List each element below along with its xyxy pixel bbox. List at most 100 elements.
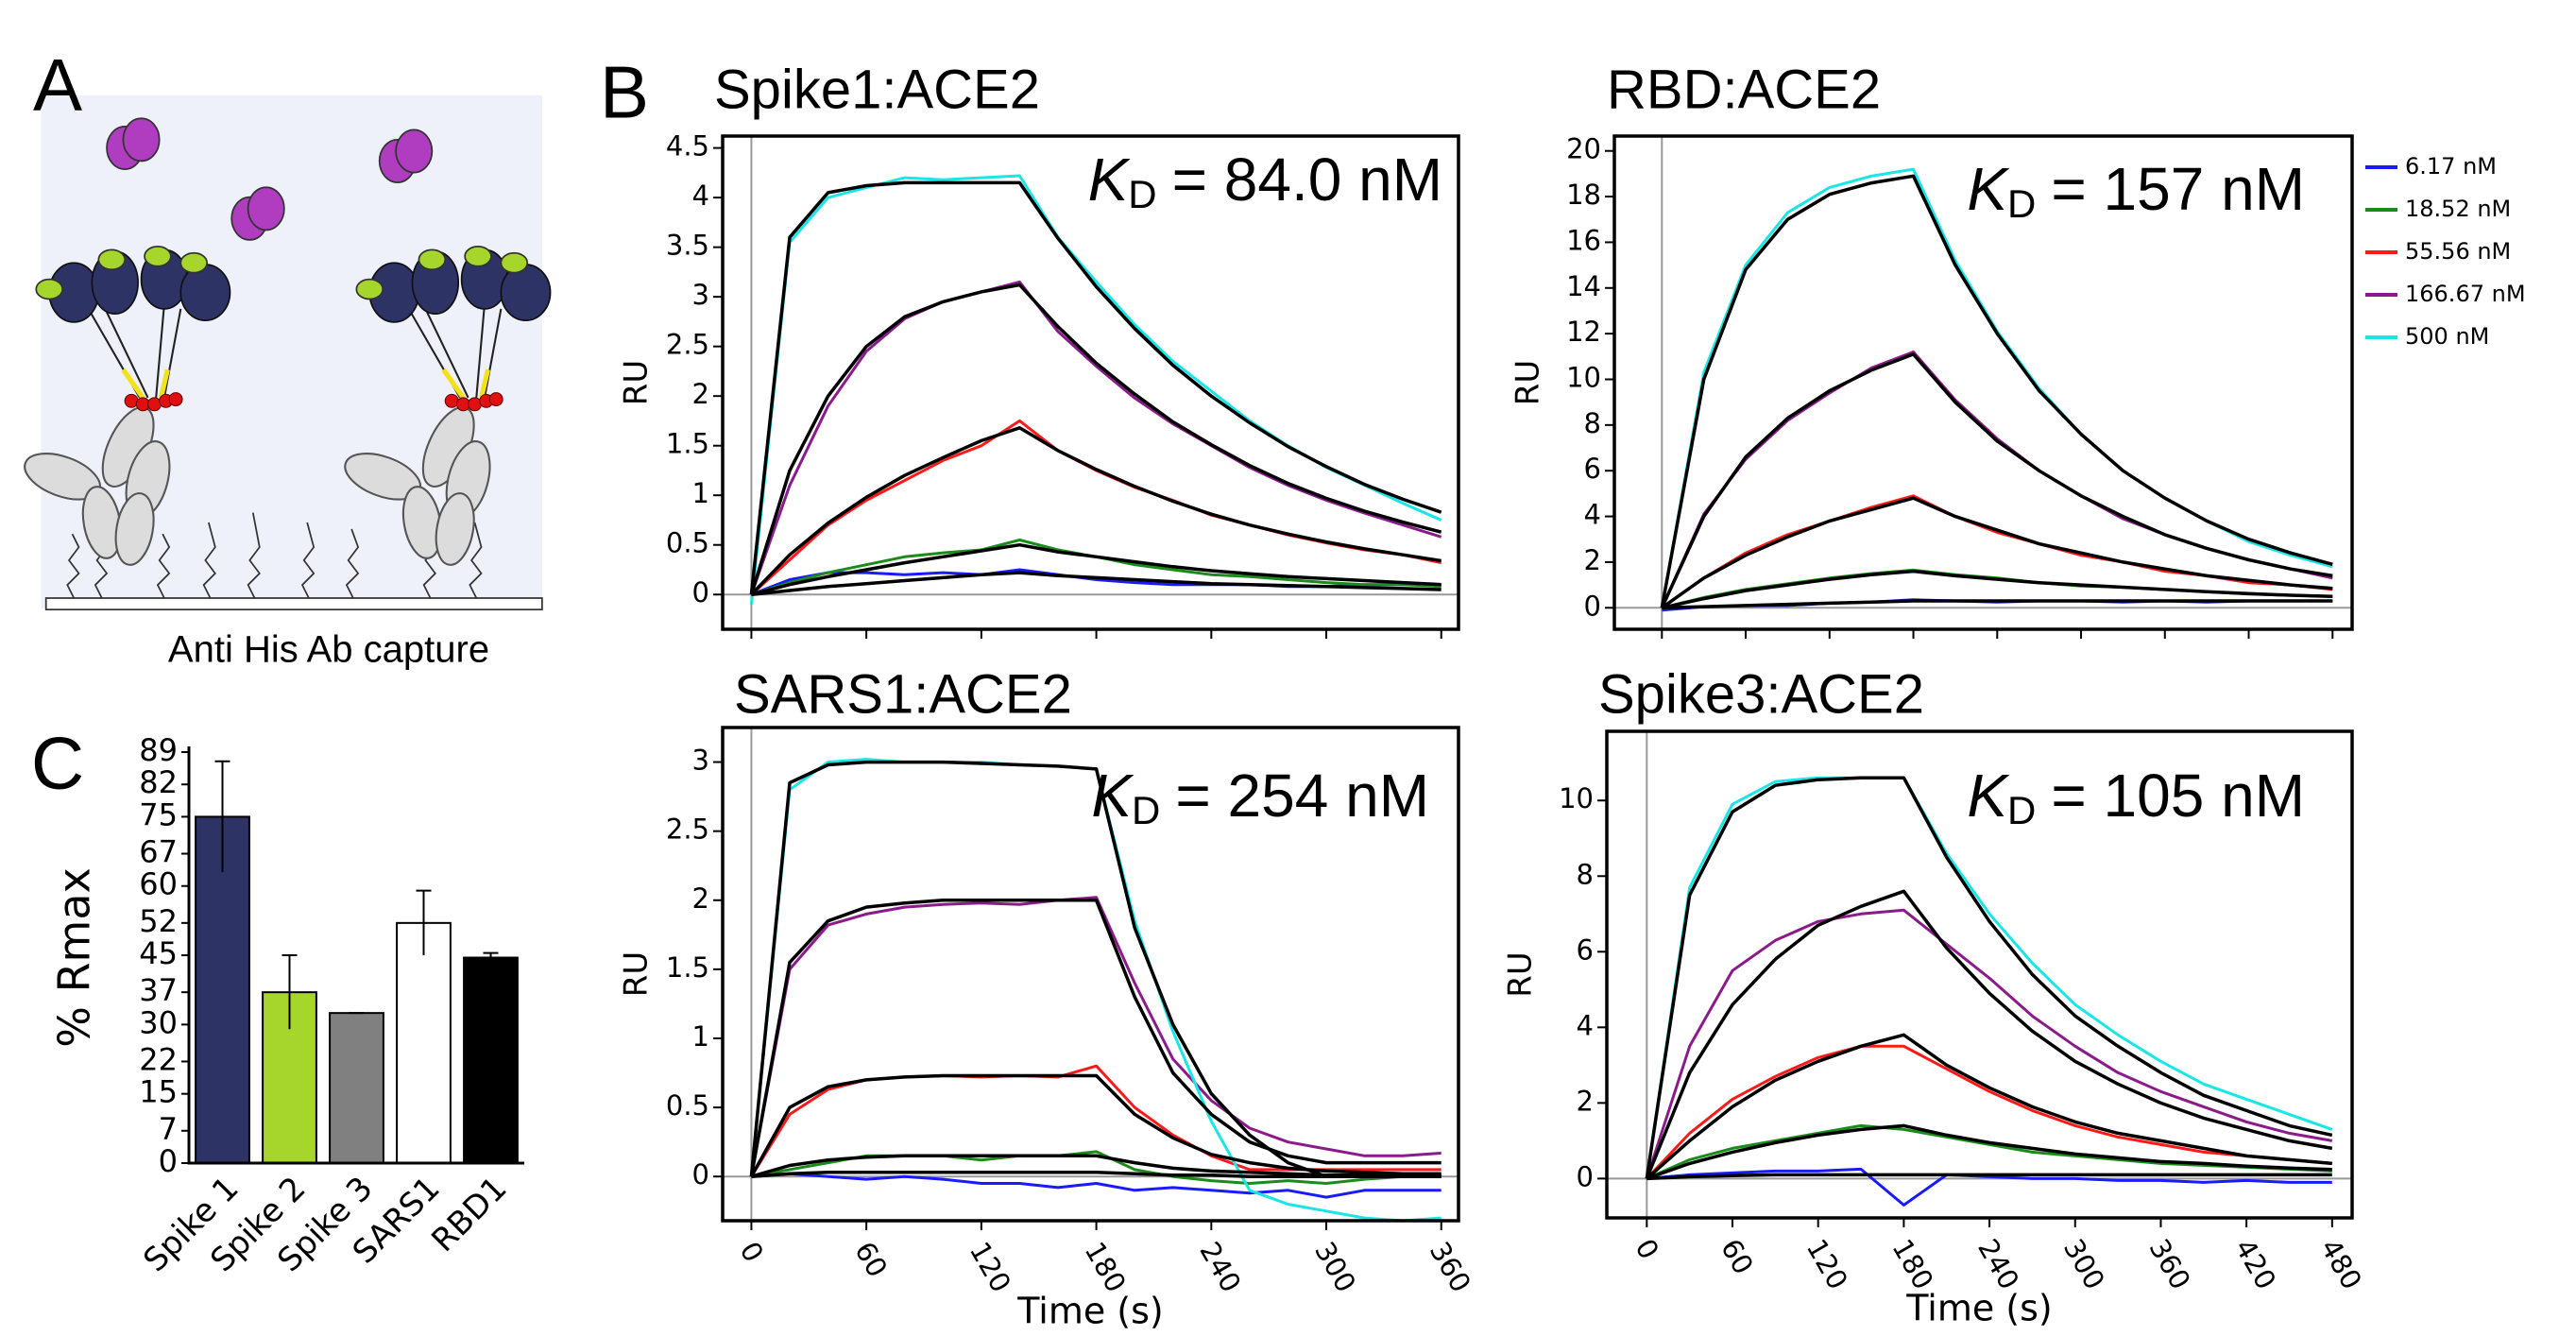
y-tick-label: 4 [1577,1009,1594,1041]
data-curve [749,174,1442,605]
fit-curve [1646,1173,2332,1181]
x-tick-label: 180 [1079,1237,1133,1298]
x-tick-label: 360 [1424,1237,1477,1298]
kd-value: = 84.0 nM [1172,146,1442,214]
y-tick-label: 2.5 [666,814,709,846]
y-axis-label: % Rmax [49,867,100,1048]
fit-curve [1662,599,2333,610]
kd-annotation: KD = 254 nM [1091,762,1429,832]
y-tick-label: 3 [692,745,709,777]
x-tick-label: 360 [2142,1234,2196,1295]
kd-symbol: K [1088,146,1132,214]
legend-label: 166.67 nM [2405,281,2526,307]
kd-symbol: K [1967,762,2010,830]
fit-curve [749,899,1442,1177]
x-tick-label: RBD1 [424,1170,514,1259]
fit-curve [1646,1123,2332,1181]
data-curve [1646,1167,2332,1207]
y-tick-label: 10 [1559,782,1594,814]
y-tick-label: 3.5 [666,230,709,262]
error-bar [416,889,432,956]
receptor-group [24,245,231,566]
fit-curve [1660,174,2333,608]
kd-value: = 157 nM [2051,155,2305,223]
bar [396,921,452,1165]
data-curve [1661,494,2333,609]
data-curve [749,896,1442,1177]
kd-symbol: K [1091,762,1134,830]
data-curve [1660,167,2333,608]
y-tick-label: 89 [139,732,178,768]
kd-subscript: D [2007,788,2036,832]
linkers [66,512,483,599]
plot-frame [721,134,1460,631]
panel-label: C [31,722,84,805]
y-tick-label: 30 [139,1004,178,1040]
fit-curve [1645,776,2333,1179]
x-tick-label: 300 [1308,1237,1362,1298]
y-tick-label: 2 [692,378,709,410]
x-tick-label: 60 [1714,1234,1760,1280]
kd-annotation: KD = 84.0 nM [1088,146,1442,216]
y-tick-label: 16 [1566,224,1601,256]
data-curve [751,1172,1442,1199]
surface [44,597,543,611]
y-tick-label: 1 [692,1020,709,1053]
y-tick-label: 52 [139,903,178,939]
y-tick-label: 0.5 [666,527,709,559]
x-axis-label: Time (s) [1016,1291,1164,1332]
fit-curve [1645,889,2333,1180]
fit-curve [751,571,1442,596]
fit-curve [1646,1033,2332,1180]
fit-curve [749,760,1442,1178]
y-tick-label: 60 [139,866,178,902]
chart-title: RBD:ACE2 [1607,59,1881,120]
kd-subscript: D [1128,172,1156,216]
x-tick-label: 300 [2057,1234,2111,1295]
bar [195,815,250,1164]
y-tick-label: 2 [1577,1085,1594,1117]
x-tick-label: 60 [848,1237,894,1283]
x-tick-label: 480 [2314,1234,2368,1295]
y-axis-label: RU [1502,951,1540,998]
fit-curve [749,1073,1442,1178]
diagram-caption: Anti His Ab capture [168,629,489,671]
y-tick-label: 22 [139,1041,178,1077]
y-tick-label: 8 [1577,858,1594,890]
data-curve [749,280,1442,595]
fit-curve [749,180,1442,595]
kd-subscript: D [1132,788,1160,832]
error-bar [483,951,499,963]
x-tick-label: 420 [2228,1234,2282,1295]
legend-label: 55.56 nM [2405,238,2511,265]
legend-label: 500 nM [2405,323,2489,350]
plot-frame [1605,729,2354,1220]
y-tick-label: 20 [1566,133,1601,165]
legend-label: 18.52 nM [2405,196,2511,222]
kd-annotation: KD = 157 nM [1967,155,2305,226]
data-curve [1645,776,2333,1179]
fit-curve [750,542,1442,596]
y-tick-label: 2.5 [666,329,709,361]
chart-title: SARS1:ACE2 [734,663,1072,725]
y-tick-label: 67 [139,834,178,870]
plot-frame [1612,134,2354,631]
y-tick-label: 7 [159,1111,178,1147]
x-tick-label: 120 [964,1237,1017,1298]
legend-label: 6.17 nM [2405,153,2497,180]
bar [463,956,519,1164]
y-tick-label: 15 [139,1074,178,1110]
kd-annotation: KD = 105 nM [1967,762,2305,832]
y-tick-label: 8 [1584,407,1601,439]
y-tick-label: 37 [139,972,178,1008]
panel-label: A [33,43,82,127]
capture-diagram [24,94,551,611]
error-bar [281,954,298,1030]
fit-curve [750,426,1442,596]
error-bar [214,760,230,873]
y-tick-label: 0.5 [666,1089,709,1122]
axis [187,746,524,1165]
chart-title: Spike1:ACE2 [714,59,1040,120]
y-tick-label: 1 [692,477,709,509]
y-tick-label: 6 [1577,933,1594,966]
